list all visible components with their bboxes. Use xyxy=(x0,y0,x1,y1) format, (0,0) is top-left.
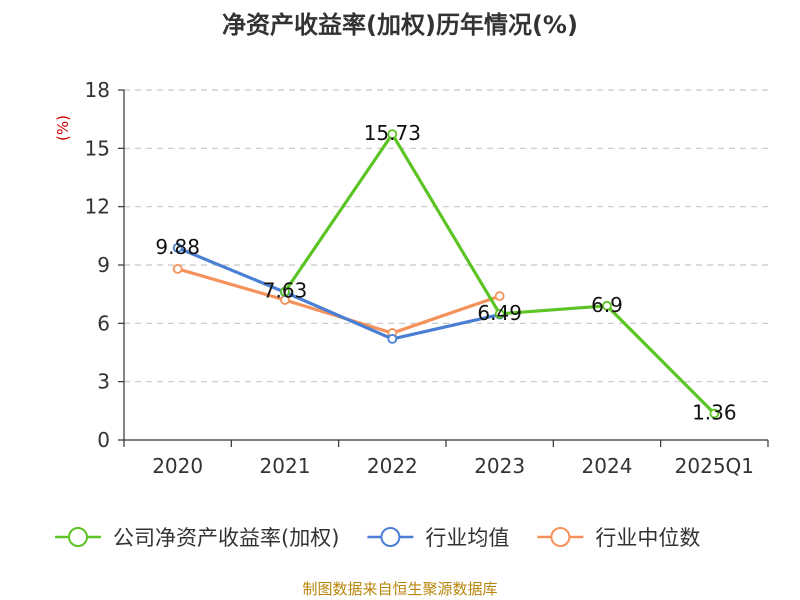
legend-swatch-marker xyxy=(550,527,571,547)
data-point xyxy=(602,300,612,311)
source-note: 制图数据来自恒生聚源数据库 xyxy=(302,580,497,598)
y-tick-label: 9 xyxy=(97,253,110,277)
data-point xyxy=(709,408,720,419)
x-tick-label: 2022 xyxy=(367,454,418,478)
axes: 0 3 6 9 12 15 18 2020 2021 2022 2023 2024 2025Q1 xyxy=(85,78,769,478)
data-point xyxy=(280,286,290,297)
data-labels: 7.63 15.73 6.49 6.9 1.36 9.88 xyxy=(155,121,736,424)
y-tick-label: 3 xyxy=(97,370,110,394)
series-line xyxy=(177,246,501,341)
data-point xyxy=(172,263,183,274)
data-label: 15.73 xyxy=(364,121,421,145)
data-label: 9.88 xyxy=(155,235,200,259)
y-axis-unit: (%) xyxy=(54,115,72,141)
data-point xyxy=(494,291,505,302)
series-line xyxy=(283,132,716,415)
x-tick-label: 2025Q1 xyxy=(675,454,754,478)
data-point xyxy=(387,333,398,344)
legend-swatch-marker xyxy=(68,527,88,547)
series-lines xyxy=(172,129,720,419)
data-point xyxy=(494,308,505,319)
y-tick-label: 18 xyxy=(85,78,110,102)
data-label: 1.36 xyxy=(692,401,737,425)
data-label: 6.49 xyxy=(477,301,522,325)
x-tick-label: 2024 xyxy=(582,454,633,478)
y-tick-label: 12 xyxy=(85,195,110,219)
y-tick-label: 6 xyxy=(97,311,110,335)
y-tick-label: 0 xyxy=(97,428,110,452)
data-point xyxy=(387,129,398,140)
x-tick-label: 2021 xyxy=(260,454,311,478)
legend-label: 公司净资产收益率(加权) xyxy=(113,526,339,550)
legend-label: 行业中位数 xyxy=(595,526,700,550)
chart-title: 净资产收益率(加权)历年情况(%) xyxy=(222,11,578,39)
data-label: 6.9 xyxy=(591,293,623,317)
x-tick-label: 2020 xyxy=(152,454,203,478)
legend: 公司净资产收益率(加权) 行业均值 行业中位数 xyxy=(55,526,700,550)
data-label: 7.63 xyxy=(263,279,308,303)
legend-label: 行业均值 xyxy=(425,526,509,550)
data-point xyxy=(172,242,183,253)
legend-swatch-marker xyxy=(380,527,401,547)
gridlines xyxy=(124,89,768,383)
x-tick-label: 2023 xyxy=(474,454,525,478)
y-tick-label: 15 xyxy=(85,136,110,160)
